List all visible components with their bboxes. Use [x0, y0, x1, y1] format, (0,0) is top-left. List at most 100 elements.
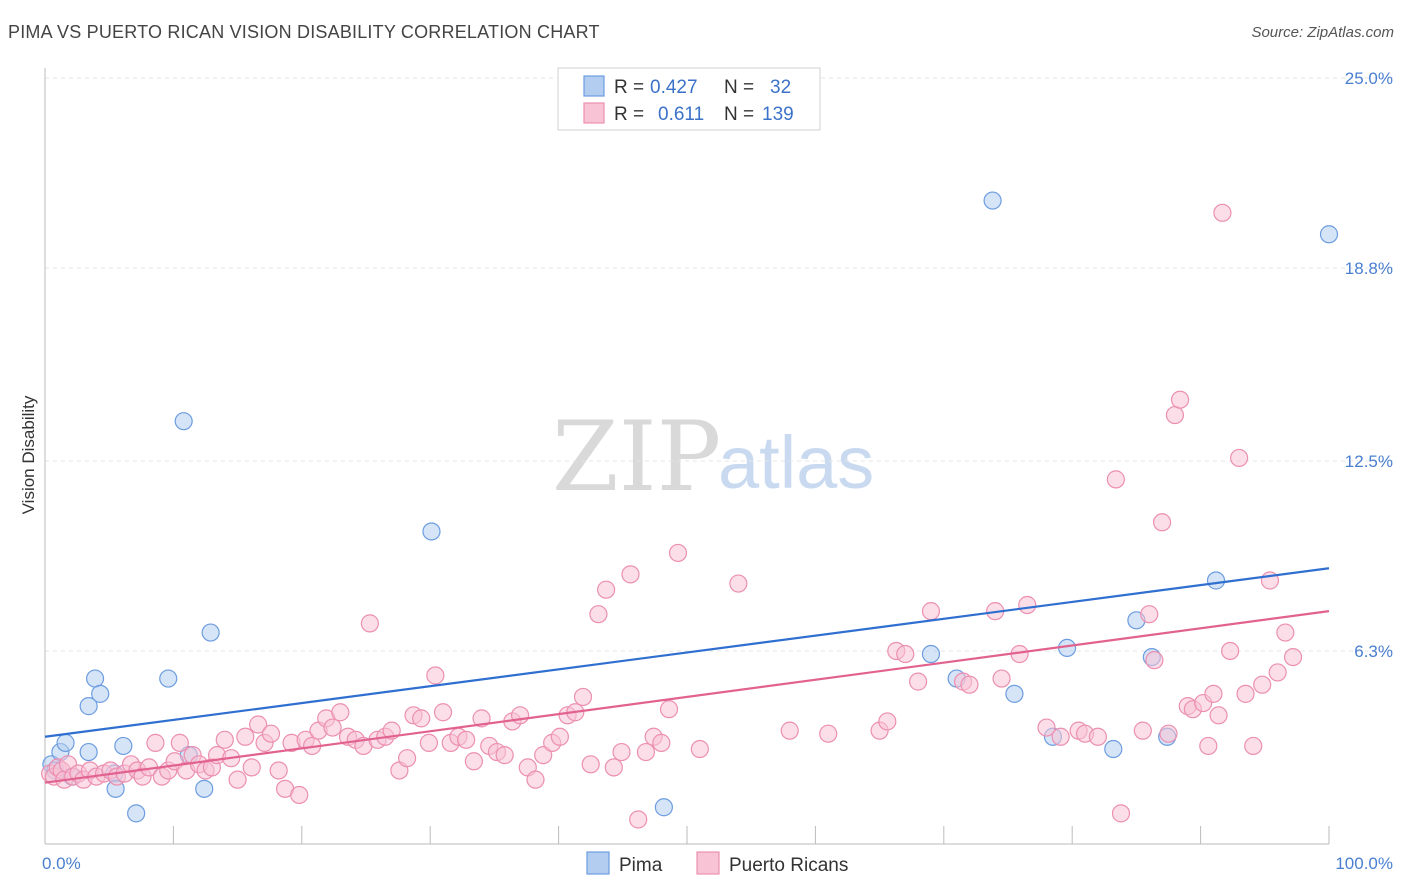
puerto-rican-point-85 — [621, 565, 640, 584]
puerto-rican-point-127 — [1209, 706, 1228, 725]
legend-n-label-puerto-ricans: N = — [724, 104, 754, 125]
puerto-rican-point-81 — [589, 605, 608, 624]
legend-n-value-pima: 32 — [770, 77, 791, 98]
puerto-rican-point-99 — [896, 644, 915, 664]
pima-point-30 — [1319, 225, 1339, 244]
puerto-rican-point-118 — [1152, 513, 1172, 532]
puerto-rican-point-59 — [419, 733, 439, 752]
x-tick-label-1: 100.0% — [1335, 854, 1393, 873]
pima-point-15 — [195, 779, 214, 798]
pima-point-16 — [201, 623, 220, 642]
puerto-rican-point-87 — [636, 742, 656, 762]
puerto-rican-point-136 — [1276, 623, 1295, 642]
puerto-rican-point-35 — [249, 715, 268, 734]
chart-title: PIMA VS PUERTO RICAN VISION DISABILITY C… — [8, 22, 600, 42]
pima-point-21 — [983, 191, 1002, 210]
puerto-rican-point-128 — [1213, 203, 1232, 222]
puerto-rican-point-133 — [1253, 675, 1272, 694]
puerto-rican-point-30 — [215, 730, 234, 749]
watermark: ZIP atlas — [552, 401, 874, 513]
puerto-rican-points — [41, 203, 1303, 829]
watermark-atlas: atlas — [718, 421, 874, 504]
source-credit: Source: ZipAtlas.com — [1251, 24, 1394, 41]
watermark-zip: ZIP — [552, 401, 721, 513]
puerto-rican-point-112 — [1088, 727, 1107, 746]
puerto-rican-point-76 — [550, 727, 569, 746]
puerto-rican-point-120 — [1165, 405, 1185, 425]
puerto-rican-point-83 — [604, 758, 623, 777]
puerto-rican-point-137 — [1283, 647, 1303, 667]
legend-r-value-pima: 0.427 — [650, 77, 698, 98]
puerto-rican-point-100 — [909, 672, 928, 691]
puerto-rican-point-73 — [526, 770, 545, 789]
x-tick-label-0: 0.0% — [42, 854, 81, 873]
legend-swatch-pima — [583, 75, 605, 97]
puerto-rican-point-105 — [992, 669, 1011, 688]
gridlines — [45, 77, 1395, 652]
legend-r-label-puerto-ricans: R = — [614, 104, 644, 125]
puerto-rican-point-58 — [412, 709, 431, 728]
pima-point-10 — [114, 736, 133, 756]
puerto-rican-point-74 — [534, 746, 553, 765]
puerto-rican-point-101 — [921, 602, 941, 621]
puerto-rican-point-46 — [323, 718, 342, 737]
puerto-rican-point-60 — [426, 666, 445, 685]
puerto-rican-point-64 — [457, 730, 476, 749]
puerto-rican-point-115 — [1133, 721, 1152, 740]
puerto-rican-point-92 — [690, 739, 709, 759]
y-tick-label-3: 25.0% — [1345, 69, 1393, 88]
puerto-rican-point-94 — [780, 721, 799, 740]
legend-n-value-puerto-ricans: 139 — [762, 104, 794, 125]
puerto-rican-point-132 — [1244, 736, 1263, 756]
puerto-rican-point-79 — [573, 687, 593, 707]
y-tick-label-1: 12.5% — [1345, 452, 1393, 471]
pima-point-7 — [91, 684, 110, 703]
puerto-rican-point-84 — [612, 742, 631, 762]
tick-labels: 6.3% 12.5% 18.8% 25.0% 0.0% 100.0% — [42, 69, 1393, 873]
puerto-rican-point-34 — [242, 758, 261, 777]
puerto-rican-point-131 — [1236, 684, 1255, 703]
puerto-rican-point-130 — [1230, 448, 1249, 468]
puerto-rican-point-19 — [146, 733, 165, 752]
puerto-rican-point-121 — [1170, 390, 1190, 409]
puerto-rican-point-56 — [397, 749, 417, 768]
legend-n-label-pima: N = — [724, 77, 754, 98]
puerto-rican-point-107 — [1018, 595, 1037, 615]
puerto-rican-point-116 — [1140, 605, 1159, 624]
puerto-rican-point-32 — [228, 770, 247, 789]
puerto-rican-point-61 — [433, 703, 453, 722]
puerto-rican-point-86 — [629, 810, 648, 829]
trend-lines — [44, 567, 1330, 784]
puerto-rican-point-113 — [1106, 470, 1125, 489]
legend-swatch-puerto-ricans — [583, 102, 605, 124]
pima-point-22 — [1005, 684, 1024, 703]
puerto-rican-point-33 — [236, 727, 255, 746]
y-tick-label-2: 18.8% — [1345, 259, 1393, 278]
puerto-rican-point-89 — [652, 733, 671, 752]
puerto-rican-point-119 — [1159, 724, 1178, 743]
series-legend-label-pima: Pima — [619, 855, 663, 876]
puerto-rican-point-65 — [464, 752, 483, 771]
pima-point-4 — [79, 697, 98, 716]
puerto-rican-point-82 — [597, 580, 616, 599]
puerto-rican-point-108 — [1037, 718, 1056, 737]
axes — [44, 68, 1330, 845]
puerto-rican-point-71 — [510, 706, 530, 725]
pima-point-2 — [56, 733, 75, 752]
pima-point-19 — [921, 644, 941, 664]
pima-point-6 — [85, 669, 105, 688]
pima-point-12 — [159, 669, 178, 688]
legend-r-value-puerto-ricans: 0.611 — [658, 104, 704, 125]
pima-point-29 — [1206, 571, 1226, 590]
y-axis-label: Vision Disability — [19, 395, 38, 514]
puerto-rican-point-90 — [659, 700, 679, 719]
puerto-rican-trend-line — [44, 610, 1330, 784]
pima-point-25 — [1104, 739, 1123, 759]
puerto-rican-point-69 — [495, 746, 514, 765]
puerto-rican-point-117 — [1145, 651, 1164, 670]
pima-trend-line — [44, 567, 1330, 738]
puerto-rican-point-80 — [581, 755, 600, 774]
puerto-rican-point-23 — [170, 733, 189, 752]
stats-legend: R = 0.427 N = 32 R = 0.611 N = 139 — [557, 67, 821, 131]
puerto-rican-point-135 — [1268, 663, 1287, 682]
